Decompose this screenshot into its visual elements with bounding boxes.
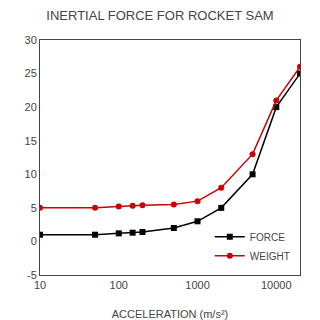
svg-text:FORCE: FORCE [250,232,285,243]
svg-text:10000: 10000 [261,279,292,291]
svg-text:10: 10 [25,168,37,180]
svg-text:10: 10 [34,279,46,291]
svg-text:-5: -5 [27,269,37,281]
svg-text:WEIGHT: WEIGHT [250,251,290,262]
svg-text:1000: 1000 [185,279,209,291]
svg-text:15: 15 [25,135,37,147]
svg-text:100: 100 [110,279,128,291]
svg-text:20: 20 [25,101,37,113]
svg-text:ACCELERATION (m/s²): ACCELERATION (m/s²) [112,308,229,320]
svg-text:INERTIAL FORCE FOR ROCKET SAM: INERTIAL FORCE FOR ROCKET SAM [46,8,273,23]
svg-text:30: 30 [25,34,37,46]
svg-text:25: 25 [25,67,37,79]
svg-text:0: 0 [31,235,37,247]
svg-text:5: 5 [31,202,37,214]
